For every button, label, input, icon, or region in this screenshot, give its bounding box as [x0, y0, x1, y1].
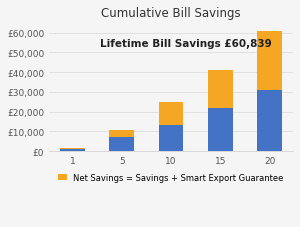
Bar	[60, 149, 85, 150]
Bar	[208, 108, 233, 151]
Bar	[159, 126, 183, 151]
Legend: Net Savings = Savings + Smart Export Guarantee: Net Savings = Savings + Smart Export Gua…	[55, 170, 287, 185]
Bar	[110, 137, 134, 151]
Bar	[159, 102, 183, 126]
Title: Cumulative Bill Savings: Cumulative Bill Savings	[101, 7, 241, 20]
Bar	[60, 150, 85, 151]
Bar	[257, 91, 282, 151]
Bar	[257, 32, 282, 91]
Text: Lifetime Bill Savings £60,839: Lifetime Bill Savings £60,839	[100, 39, 272, 49]
Bar	[208, 71, 233, 108]
Bar	[110, 131, 134, 137]
